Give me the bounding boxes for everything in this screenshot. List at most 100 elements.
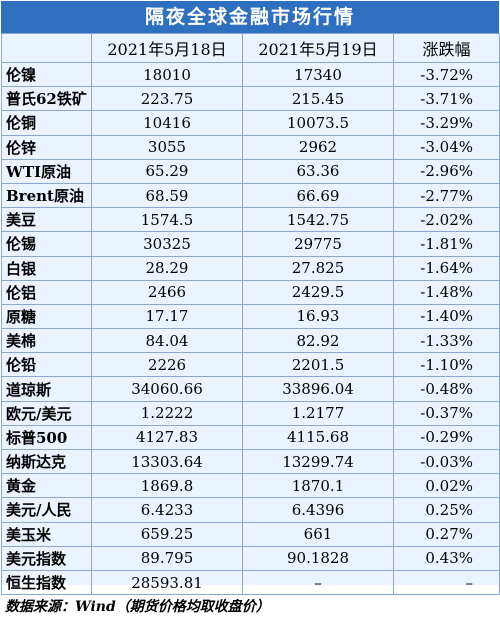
cell-chg: -3.72% [393, 61, 500, 88]
market-table: 2021年5月18日 2021年5月19日 涨跌幅 伦镍 18010 17340 -3… [1, 33, 500, 596]
cell-name: 恒生指数 [1, 569, 92, 596]
cell-name: 伦镍 [1, 61, 92, 88]
cell-name: 伦锡 [1, 231, 92, 257]
cell-chg: -1.10% [393, 352, 500, 378]
cell-d2: 2962 [242, 134, 394, 160]
table-row: 伦铝 2466 2429.5 -1.48% [1, 279, 500, 305]
table-row: 纳斯达克 13303.64 13299.74 -0.03% [1, 448, 500, 475]
cell-name: 纳斯达克 [1, 448, 92, 475]
cell-d1: 1869.8 [91, 473, 243, 499]
cell-chg: -0.48% [393, 376, 500, 402]
cell-d1: 1.2222 [91, 400, 243, 426]
cell-chg: 0.43% [393, 545, 500, 571]
cell-d2: 215.45 [242, 86, 394, 112]
data-source-note: 数据来源：Wind（期货价格均取收盘价） [5, 599, 270, 616]
cell-d1: 34060.66 [91, 376, 243, 402]
cell-d2: 33896.04 [242, 376, 394, 402]
cell-d1: 1574.5 [91, 207, 243, 233]
cell-d1: 89.795 [91, 545, 243, 571]
table-row: 欧元/美元 1.2222 1.2177 -0.37% [1, 400, 500, 426]
cell-d2: – [242, 569, 394, 596]
table-row: 恒生指数 28593.81– – [1, 569, 500, 596]
cell-d2: 16.93 [242, 303, 394, 330]
cell-d1: 28593.81 [91, 569, 243, 596]
cell-d2: 29775 [242, 231, 394, 257]
cell-chg: -1.64% [393, 255, 500, 281]
cell-name: 美豆 [1, 207, 92, 233]
cell-name: 标普500 [1, 424, 92, 451]
cell-name: 普氏62铁矿 [1, 86, 92, 112]
table-row: 美棉 84.04 82.92 -1.33% [1, 328, 500, 354]
cell-name: 道琼斯 [1, 376, 92, 402]
table-header-row: 2021年5月18日 2021年5月19日 涨跌幅 [1, 33, 500, 63]
table-row: Brent原油 68.59 66.69 -2.77% [1, 182, 500, 209]
cell-d1: 223.75 [91, 86, 243, 112]
table-row: 原糖 17.17 16.93 -1.40% [1, 303, 500, 330]
cell-chg: -1.48% [393, 279, 500, 305]
cell-chg: -1.81% [393, 231, 500, 257]
table-row: 黄金 1869.8 1870.1 0.02% [1, 473, 500, 499]
cell-d1: 6.4233 [91, 497, 243, 523]
table-row: 标普500 4127.83 4115.68 -0.29% [1, 424, 500, 451]
cell-d2: 4115.68 [242, 424, 394, 451]
table-row: 伦铜 10416 10073.5 -3.29% [1, 110, 500, 136]
table-row: 美元/人民 6.4233 6.4396 0.25% [1, 497, 500, 523]
cell-d1: 28.29 [91, 255, 243, 281]
cell-d1: 13303.64 [91, 448, 243, 475]
cell-chg: -0.29% [393, 424, 500, 451]
cell-name: WTI原油 [1, 158, 92, 184]
cell-chg: -2.96% [393, 158, 500, 184]
cell-name: 美元指数 [1, 545, 92, 571]
table-row: 道琼斯 34060.66 33896.04 -0.48% [1, 376, 500, 402]
cell-d2: 82.92 [242, 328, 394, 354]
cell-chg: -3.04% [393, 134, 500, 160]
cell-name: 伦铅 [1, 352, 92, 378]
cell-chg: -2.02% [393, 207, 500, 233]
cell-chg: -3.71% [393, 86, 500, 112]
cell-name: Brent原油 [1, 182, 92, 209]
cell-chg: -0.37% [393, 400, 500, 426]
cell-d1: 3055 [91, 134, 243, 160]
cell-name: 欧元/美元 [1, 400, 92, 426]
cell-d2: 2429.5 [242, 279, 394, 305]
header-change: 涨跌幅 [393, 33, 500, 63]
table-row: 美豆 1574.5 1542.75 -2.02% [1, 207, 500, 233]
cell-chg: -1.40% [393, 303, 500, 330]
cell-chg: -1.33% [393, 328, 500, 354]
table-row: 普氏62铁矿 223.75 215.45 -3.71% [1, 86, 500, 112]
cell-name: 伦铜 [1, 110, 92, 136]
cell-name: 美棉 [1, 328, 92, 354]
cell-d2: 17340 [242, 61, 394, 88]
cell-d2: 13299.74 [242, 448, 394, 475]
table-row: 伦镍 18010 17340 -3.72% [1, 61, 500, 88]
cell-chg: 0.02% [393, 473, 500, 499]
cell-d1: 65.29 [91, 158, 243, 184]
table-row: 伦锌 3055 2962 -3.04% [1, 134, 500, 160]
cell-d1: 10416 [91, 110, 243, 136]
table-row: WTI原油 65.29 63.36 -2.96% [1, 158, 500, 184]
cell-d2: 27.825 [242, 255, 394, 281]
page-title: 隔夜全球金融市场行情 [1, 1, 499, 33]
cell-d2: 1542.75 [242, 207, 394, 233]
cell-d1: 17.17 [91, 303, 243, 330]
cell-d2: 6.4396 [242, 497, 394, 523]
table-row: 白银 28.29 27.825 -1.64% [1, 255, 500, 281]
cell-d1: 18010 [91, 61, 243, 88]
header-date-1: 2021年5月18日 [91, 33, 243, 63]
cell-d1: 2226 [91, 352, 243, 378]
cell-d1: 2466 [91, 279, 243, 305]
cell-d1: 4127.83 [91, 424, 243, 451]
cell-chg: -3.29% [393, 110, 500, 136]
cell-d2: 10073.5 [242, 110, 394, 136]
cell-d1: 84.04 [91, 328, 243, 354]
header-name [1, 33, 92, 63]
cell-name: 美玉米 [1, 521, 92, 547]
cell-d2: 1.2177 [242, 400, 394, 426]
cell-chg: 0.27% [393, 521, 500, 547]
table-row: 伦铅 2226 2201.5 -1.10% [1, 352, 500, 378]
cell-chg: -2.77% [393, 182, 500, 209]
cell-d2: 66.69 [242, 182, 394, 209]
cell-chg: – [393, 569, 500, 596]
cell-d1: 68.59 [91, 182, 243, 209]
